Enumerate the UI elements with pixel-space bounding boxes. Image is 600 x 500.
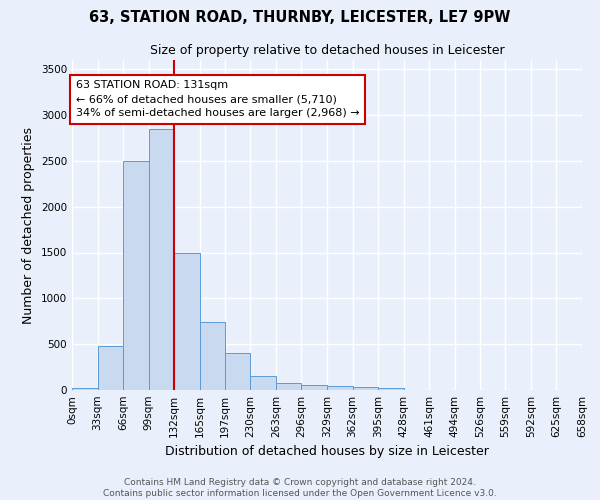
Y-axis label: Number of detached properties: Number of detached properties bbox=[22, 126, 35, 324]
Bar bbox=[200, 322, 224, 390]
Bar bbox=[378, 388, 404, 390]
Title: Size of property relative to detached houses in Leicester: Size of property relative to detached ho… bbox=[149, 44, 505, 58]
Bar bbox=[123, 161, 149, 390]
Bar bbox=[250, 376, 276, 390]
Bar bbox=[175, 252, 200, 390]
Text: Contains HM Land Registry data © Crown copyright and database right 2024.
Contai: Contains HM Land Registry data © Crown c… bbox=[103, 478, 497, 498]
Text: 63 STATION ROAD: 131sqm
← 66% of detached houses are smaller (5,710)
34% of semi: 63 STATION ROAD: 131sqm ← 66% of detache… bbox=[76, 80, 359, 118]
Bar bbox=[276, 382, 301, 390]
Bar bbox=[98, 346, 123, 390]
Bar bbox=[301, 386, 327, 390]
Bar bbox=[327, 386, 353, 390]
Bar bbox=[353, 387, 378, 390]
Bar bbox=[149, 128, 175, 390]
Bar bbox=[224, 354, 250, 390]
Bar bbox=[72, 388, 98, 390]
X-axis label: Distribution of detached houses by size in Leicester: Distribution of detached houses by size … bbox=[165, 446, 489, 458]
Text: 63, STATION ROAD, THURNBY, LEICESTER, LE7 9PW: 63, STATION ROAD, THURNBY, LEICESTER, LE… bbox=[89, 10, 511, 25]
